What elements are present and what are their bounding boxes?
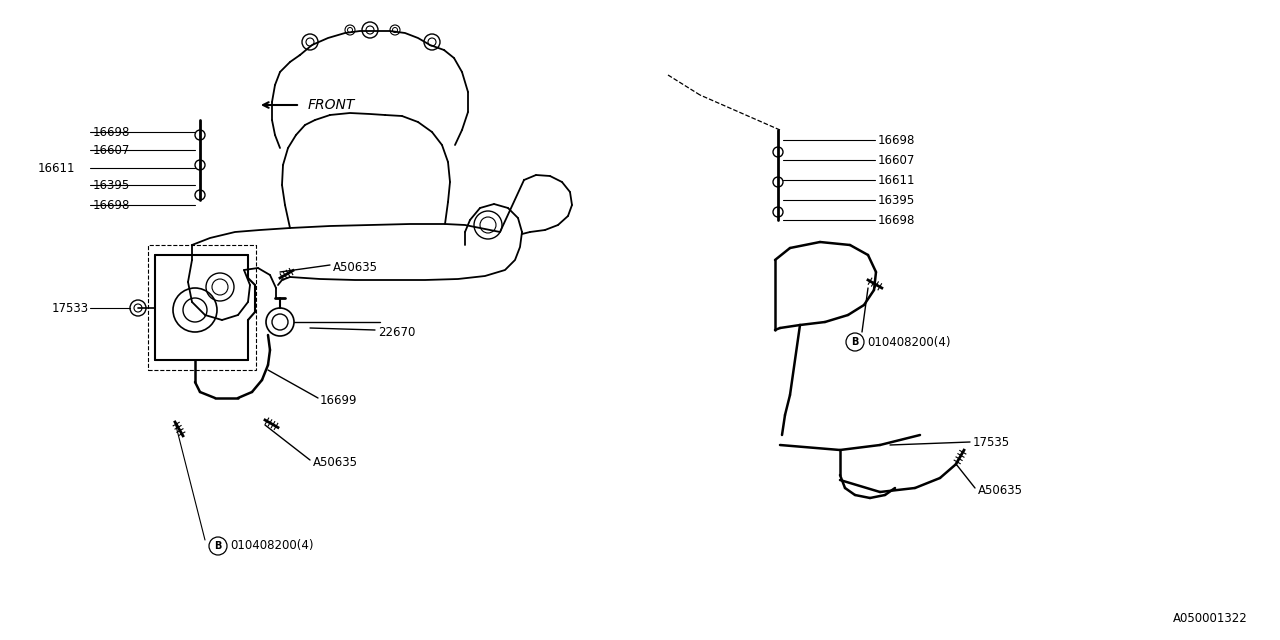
Text: 17533: 17533	[52, 301, 90, 314]
Text: A50635: A50635	[314, 456, 358, 468]
Text: A050001322: A050001322	[1174, 611, 1248, 625]
Text: 16395: 16395	[93, 179, 131, 191]
Text: 16698: 16698	[93, 125, 131, 138]
Text: 16611: 16611	[38, 161, 76, 175]
Text: FRONT: FRONT	[308, 98, 356, 112]
Text: 16699: 16699	[320, 394, 357, 406]
Text: 17535: 17535	[973, 435, 1010, 449]
Bar	[148, 245, 256, 370]
Text: 16607: 16607	[878, 154, 915, 166]
Text: B: B	[851, 337, 859, 347]
Text: A50635: A50635	[333, 260, 378, 273]
Circle shape	[131, 300, 146, 316]
Text: 010408200(4): 010408200(4)	[230, 540, 314, 552]
Text: B: B	[214, 541, 221, 551]
Text: 22670: 22670	[378, 326, 416, 339]
Text: 16698: 16698	[878, 214, 915, 227]
Text: A50635: A50635	[978, 483, 1023, 497]
Text: 010408200(4): 010408200(4)	[867, 335, 951, 349]
Text: 16698: 16698	[93, 198, 131, 211]
Text: 16395: 16395	[878, 193, 915, 207]
Text: 16607: 16607	[93, 143, 131, 157]
Text: 16611: 16611	[878, 173, 915, 186]
Text: 16698: 16698	[878, 134, 915, 147]
